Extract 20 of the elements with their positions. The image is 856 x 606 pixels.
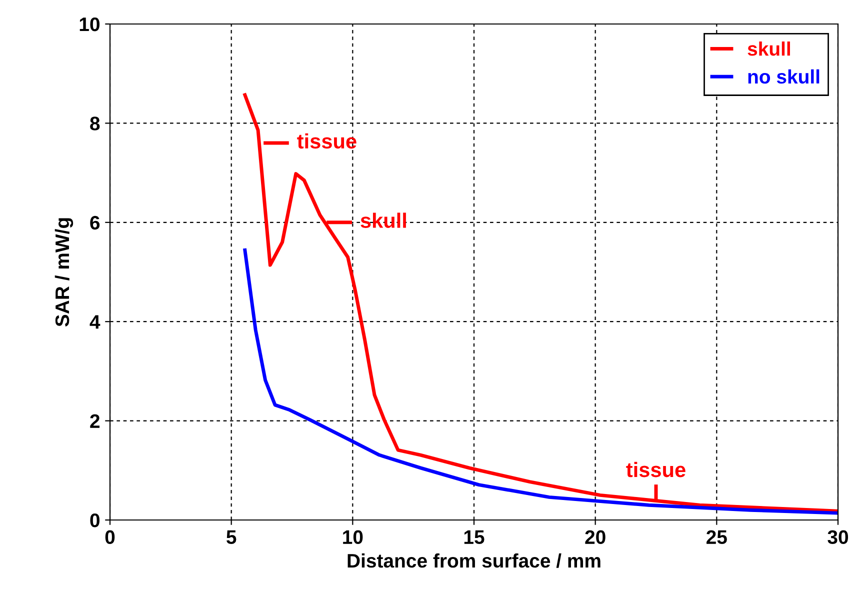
x-tick-label: 20 bbox=[585, 530, 606, 544]
y-tick-label: 4 bbox=[90, 315, 100, 329]
annotation: tissue bbox=[626, 462, 686, 478]
x-tick-label: 10 bbox=[343, 530, 363, 544]
y-tick-label: 2 bbox=[90, 414, 100, 428]
x-tick-label: 15 bbox=[464, 530, 484, 544]
x-tick-label: 25 bbox=[706, 530, 727, 544]
y-axis-title: SAR / mW/g bbox=[54, 218, 74, 327]
y-tick-label: 8 bbox=[90, 116, 100, 130]
annotation: tissue bbox=[297, 133, 356, 149]
x-axis-title: Distance from surface / mm bbox=[348, 553, 600, 568]
y-tick-label: 6 bbox=[90, 216, 100, 230]
x-tick-label: 5 bbox=[226, 530, 236, 544]
y-tick-label: 0 bbox=[90, 513, 100, 528]
x-tick-label: 30 bbox=[828, 530, 848, 544]
y-tick-label: 10 bbox=[80, 17, 100, 32]
x-tick-label: 0 bbox=[105, 530, 115, 544]
annotation: skull bbox=[360, 212, 406, 228]
legend-label: skull bbox=[748, 42, 790, 56]
legend-label: no skull bbox=[748, 69, 820, 84]
